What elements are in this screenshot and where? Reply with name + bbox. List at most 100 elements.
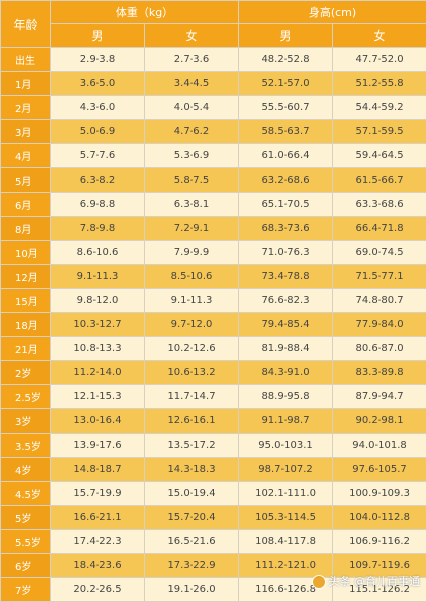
weight-male-cell: 15.7-19.9 <box>51 481 145 505</box>
weight-group-header: 体重（kg） <box>51 1 239 24</box>
age-cell: 15月 <box>1 288 51 312</box>
height-female-cell: 100.9-109.3 <box>333 481 426 505</box>
weight-female-cell: 15.7-20.4 <box>145 505 239 529</box>
age-cell: 18月 <box>1 313 51 337</box>
height-male-cell: 84.3-91.0 <box>239 361 333 385</box>
height-female-cell: 87.9-94.7 <box>333 385 426 409</box>
weight-male-cell: 6.9-8.8 <box>51 192 145 216</box>
weight-female-cell: 12.6-16.1 <box>145 409 239 433</box>
age-cell: 2月 <box>1 96 51 120</box>
height-male-cell: 48.2-52.8 <box>239 48 333 72</box>
weight-male-cell: 6.3-8.2 <box>51 168 145 192</box>
weight-male-cell: 12.1-15.3 <box>51 385 145 409</box>
height-female-cell: 106.9-116.2 <box>333 529 426 553</box>
weight-male-cell: 17.4-22.3 <box>51 529 145 553</box>
age-cell: 5月 <box>1 168 51 192</box>
age-cell: 4岁 <box>1 457 51 481</box>
weight-male-cell: 9.1-11.3 <box>51 264 145 288</box>
weight-female-cell: 16.5-21.6 <box>145 529 239 553</box>
age-cell: 8月 <box>1 216 51 240</box>
weight-female-header: 女 <box>145 24 239 48</box>
age-cell: 2岁 <box>1 361 51 385</box>
age-cell: 出生 <box>1 48 51 72</box>
age-cell: 12月 <box>1 264 51 288</box>
weight-male-header: 男 <box>51 24 145 48</box>
height-female-cell: 69.0-74.5 <box>333 240 426 264</box>
weight-male-cell: 4.3-6.0 <box>51 96 145 120</box>
height-female-cell: 71.5-77.1 <box>333 264 426 288</box>
weight-male-cell: 10.8-13.3 <box>51 337 145 361</box>
weight-female-cell: 3.4-4.5 <box>145 72 239 96</box>
weight-female-cell: 4.0-5.4 <box>145 96 239 120</box>
height-female-cell: 94.0-101.8 <box>333 433 426 457</box>
weight-female-cell: 14.3-18.3 <box>145 457 239 481</box>
height-male-cell: 88.9-95.8 <box>239 385 333 409</box>
weight-female-cell: 4.7-6.2 <box>145 120 239 144</box>
height-male-cell: 108.4-117.8 <box>239 529 333 553</box>
height-male-cell: 91.1-98.7 <box>239 409 333 433</box>
age-cell: 6月 <box>1 192 51 216</box>
weight-male-cell: 14.8-18.7 <box>51 457 145 481</box>
height-female-cell: 90.2-98.1 <box>333 409 426 433</box>
weight-male-cell: 13.0-16.4 <box>51 409 145 433</box>
watermark-text: 头条 @育儿百事通 <box>329 575 421 588</box>
height-female-cell: 83.3-89.8 <box>333 361 426 385</box>
height-male-cell: 55.5-60.7 <box>239 96 333 120</box>
height-male-cell: 105.3-114.5 <box>239 505 333 529</box>
height-group-header: 身高(cm) <box>239 1 426 24</box>
height-female-cell: 59.4-64.5 <box>333 144 426 168</box>
height-female-cell: 63.3-68.6 <box>333 192 426 216</box>
age-cell: 5.5岁 <box>1 529 51 553</box>
toutiao-logo-icon <box>312 575 326 589</box>
weight-female-cell: 13.5-17.2 <box>145 433 239 457</box>
weight-male-cell: 18.4-23.6 <box>51 553 145 577</box>
age-cell: 4月 <box>1 144 51 168</box>
height-male-cell: 52.1-57.0 <box>239 72 333 96</box>
height-female-cell: 66.4-71.8 <box>333 216 426 240</box>
weight-male-cell: 16.6-21.1 <box>51 505 145 529</box>
age-cell: 4.5岁 <box>1 481 51 505</box>
weight-male-cell: 9.8-12.0 <box>51 288 145 312</box>
weight-female-cell: 6.3-8.1 <box>145 192 239 216</box>
age-cell: 7岁 <box>1 578 51 602</box>
height-male-cell: 76.6-82.3 <box>239 288 333 312</box>
height-female-cell: 74.8-80.7 <box>333 288 426 312</box>
weight-male-cell: 11.2-14.0 <box>51 361 145 385</box>
height-male-cell: 61.0-66.4 <box>239 144 333 168</box>
weight-female-cell: 8.5-10.6 <box>145 264 239 288</box>
age-cell: 10月 <box>1 240 51 264</box>
weight-male-cell: 10.3-12.7 <box>51 313 145 337</box>
height-male-cell: 68.3-73.6 <box>239 216 333 240</box>
age-column-header: 年龄 <box>1 1 51 48</box>
height-female-cell: 47.7-52.0 <box>333 48 426 72</box>
height-male-cell: 98.7-107.2 <box>239 457 333 481</box>
weight-male-cell: 13.9-17.6 <box>51 433 145 457</box>
weight-female-cell: 9.1-11.3 <box>145 288 239 312</box>
height-male-cell: 58.5-63.7 <box>239 120 333 144</box>
age-cell: 6岁 <box>1 553 51 577</box>
age-cell: 3.5岁 <box>1 433 51 457</box>
weight-female-cell: 2.7-3.6 <box>145 48 239 72</box>
height-male-cell: 71.0-76.3 <box>239 240 333 264</box>
age-cell: 2.5岁 <box>1 385 51 409</box>
weight-male-cell: 2.9-3.8 <box>51 48 145 72</box>
weight-female-cell: 7.9-9.9 <box>145 240 239 264</box>
